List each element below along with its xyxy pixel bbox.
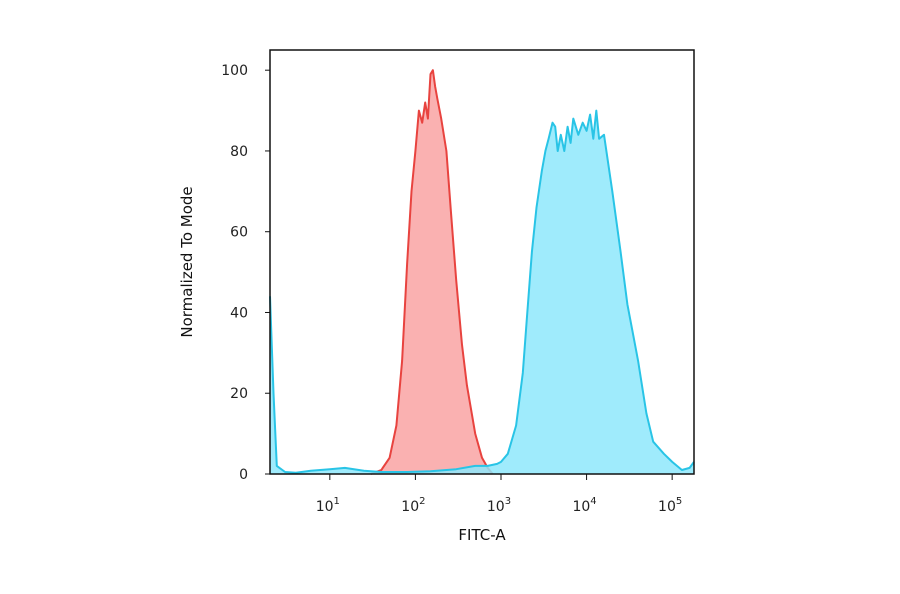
x-axis-label: FITC-A bbox=[458, 526, 506, 544]
x-tick-base: 10 bbox=[572, 499, 590, 515]
x-tick-label: 102 bbox=[401, 496, 425, 515]
series-1-area bbox=[370, 70, 493, 474]
x-tick-exponent: 2 bbox=[419, 496, 425, 507]
series-2-line bbox=[269, 109, 695, 474]
series-1-line bbox=[370, 69, 494, 475]
plot-frame bbox=[269, 49, 695, 475]
x-axis-ticks: 101 102 103 104 105 bbox=[316, 474, 682, 515]
y-axis-label: Normalized To Mode bbox=[178, 186, 196, 337]
x-tick-base: 10 bbox=[316, 499, 334, 515]
x-tick-base: 10 bbox=[487, 499, 505, 515]
x-tick-exponent: 5 bbox=[676, 496, 682, 507]
x-tick-exponent: 4 bbox=[590, 496, 596, 507]
series-2-area bbox=[270, 110, 694, 474]
x-tick-label: 105 bbox=[658, 496, 682, 515]
y-tick-label: 60 bbox=[230, 225, 248, 241]
x-tick-label: 103 bbox=[487, 496, 511, 515]
y-tick-label: 40 bbox=[230, 305, 248, 321]
series-layer bbox=[269, 69, 695, 475]
y-tick-label: 0 bbox=[239, 467, 248, 483]
y-tick-label: 80 bbox=[230, 144, 248, 160]
x-tick-base: 10 bbox=[401, 499, 419, 515]
y-tick-label: 20 bbox=[230, 386, 248, 402]
y-axis-ticks: 0 20 40 60 80 100 bbox=[221, 63, 270, 483]
x-tick-exponent: 1 bbox=[334, 496, 340, 507]
x-tick-exponent: 3 bbox=[505, 496, 511, 507]
y-tick-label: 100 bbox=[221, 63, 248, 79]
x-tick-label: 101 bbox=[316, 496, 340, 515]
x-tick-label: 104 bbox=[572, 496, 596, 515]
x-tick-base: 10 bbox=[658, 499, 676, 515]
